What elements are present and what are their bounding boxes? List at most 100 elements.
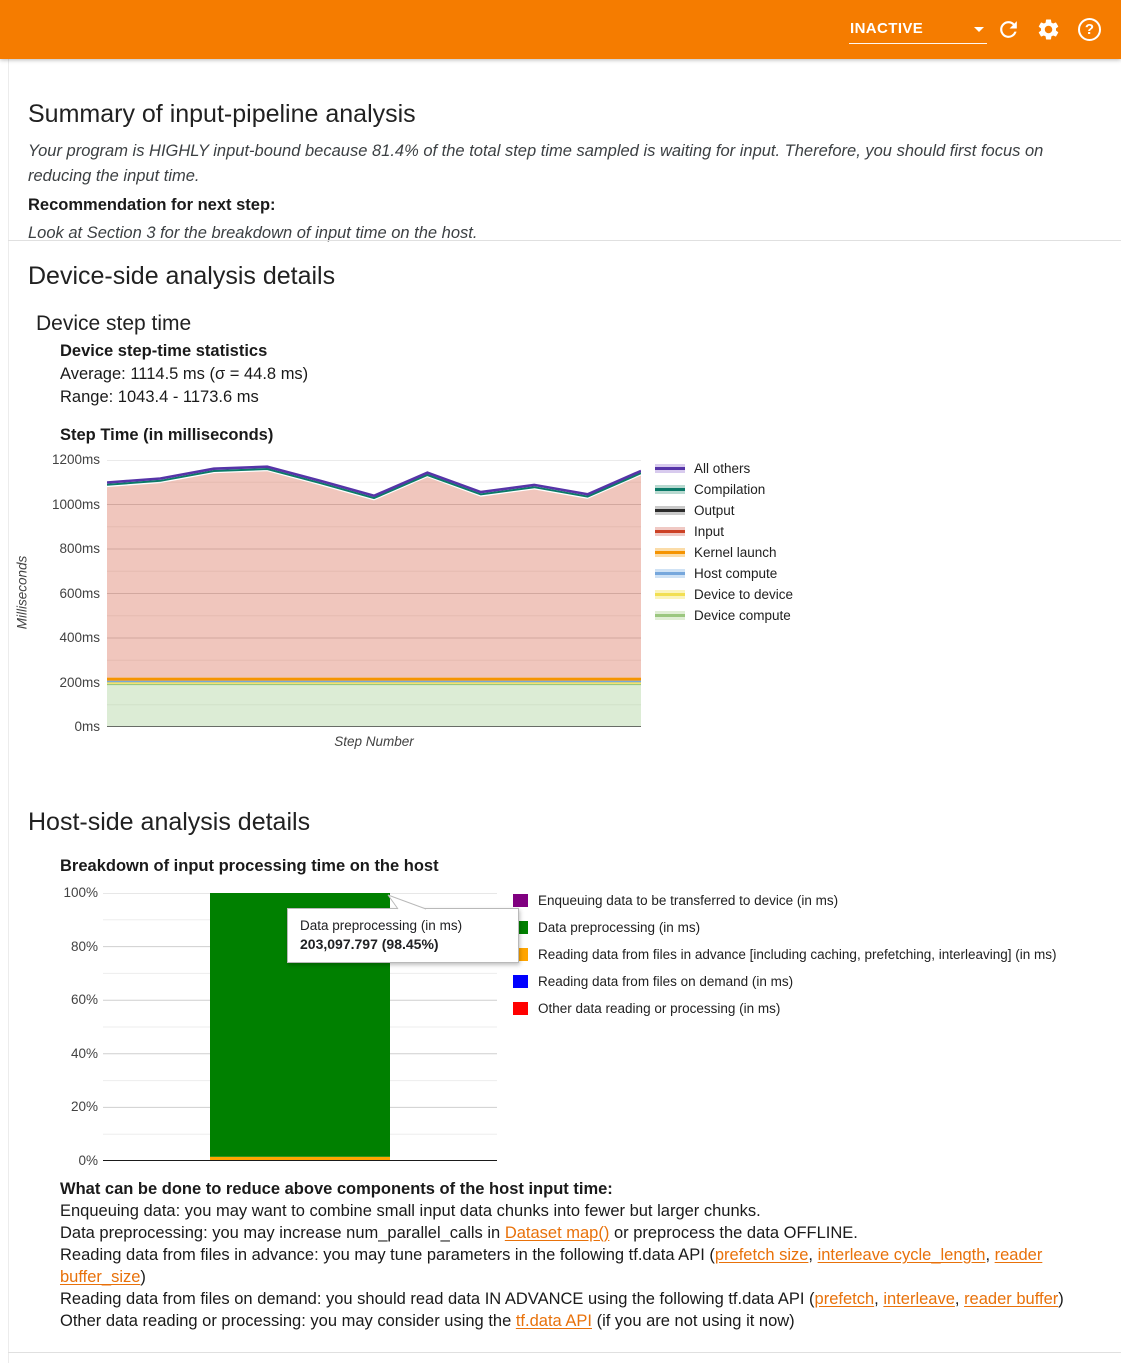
recommendation-heading: Recommendation for next step: (28, 196, 276, 214)
help-question-glyph: ? (1078, 18, 1101, 41)
legend-item: Input (655, 521, 793, 542)
host-advice-lines: Enqueuing data: you may want to combine … (60, 1200, 1074, 1332)
advice-line: Reading data from files in advance: you … (60, 1244, 1074, 1288)
legend-item: Reading data from files on demand (in ms… (513, 972, 1093, 991)
summary-title: Summary of input-pipeline analysis (28, 100, 416, 128)
legend-label: Device compute (694, 608, 791, 623)
chevron-down-icon (974, 27, 984, 32)
host-chart-yticks: 0% 20% 40% 60% 80% 100% (18, 885, 98, 1186)
legend-label: Kernel launch (694, 545, 777, 560)
link-prefetch[interactable]: prefetch (814, 1290, 875, 1308)
section-divider (8, 240, 1121, 241)
recommendation-body: Look at Section 3 for the breakdown of i… (28, 224, 478, 242)
advice-text: or preprocess the data OFFLINE. (609, 1224, 858, 1242)
legend-marker-icon (655, 590, 685, 599)
gear-icon[interactable] (1036, 17, 1061, 42)
legend-label: All others (694, 461, 751, 476)
legend-item: Reading data from files in advance [incl… (513, 945, 1093, 964)
legend-marker-icon (655, 527, 685, 536)
tooltip-callout-icon (387, 894, 427, 910)
legend-item: Kernel launch (655, 542, 793, 563)
legend-label: Compilation (694, 482, 766, 497)
toolbar: INACTIVE ? (0, 0, 1121, 59)
legend-item: Device to device (655, 584, 793, 605)
advice-line: Enqueuing data: you may want to combine … (60, 1200, 1074, 1222)
refresh-icon[interactable] (996, 17, 1021, 42)
legend-label: Other data reading or processing (in ms) (538, 1001, 781, 1016)
link-tf-data-api[interactable]: tf.data API (515, 1312, 592, 1330)
tooltip-title: Data preprocessing (in ms) (300, 918, 463, 933)
y-tick-label: 600ms (59, 585, 100, 601)
advice-text: Reading data from files on demand: you s… (60, 1290, 815, 1308)
legend-item: Device compute (655, 605, 793, 626)
legend-label: Input (694, 524, 725, 539)
legend-marker-icon (655, 611, 685, 620)
legend-item: Data preprocessing (in ms) (513, 918, 1093, 937)
legend-marker-icon (655, 506, 685, 515)
legend-marker-icon (513, 1002, 528, 1015)
legend-item: Host compute (655, 563, 793, 584)
device-chart-yticks: 0ms 200ms 400ms 600ms 800ms 1000ms 1200ms (20, 450, 100, 750)
legend-marker-icon (655, 548, 685, 557)
host-section-title: Host-side analysis details (28, 808, 311, 836)
legend-label: Data preprocessing (in ms) (538, 920, 701, 935)
legend-item: Enqueuing data to be transferred to devi… (513, 891, 1093, 910)
device-chart-xlabel: Step Number (334, 734, 414, 749)
legend-label: Reading data from files on demand (in ms… (538, 974, 794, 989)
y-tick-label: 800ms (59, 541, 100, 556)
legend-marker-icon (655, 569, 685, 578)
advice-text: , (808, 1246, 818, 1264)
link-reader-buffer-size[interactable]: reader buffer_size (60, 1246, 1043, 1286)
legend-label: Output (694, 503, 735, 518)
advice-text: ) (1058, 1290, 1064, 1308)
link-prefetch-size[interactable]: prefetch size (714, 1246, 809, 1264)
legend-marker-icon (513, 894, 528, 907)
advice-line: Other data reading or processing: you ma… (60, 1310, 1074, 1332)
y-tick-label: 20% (70, 1099, 98, 1115)
help-icon[interactable]: ? (1078, 18, 1103, 43)
advice-text: Enqueuing data: you may want to combine … (60, 1202, 761, 1220)
advice-text: , (954, 1290, 965, 1308)
legend-label: Enqueuing data to be transferred to devi… (538, 893, 839, 908)
link-reader-buffer[interactable]: reader buffer (964, 1290, 1059, 1308)
legend-marker-icon (655, 464, 685, 473)
advice-text: (if you are not using it now) (591, 1312, 795, 1330)
device-stats-average: Average: 1114.5 ms (σ = 44.8 ms) (60, 365, 309, 383)
advice-line: Data preprocessing: you may increase num… (60, 1222, 1074, 1244)
host-advice-heading: What can be done to reduce above compone… (60, 1180, 613, 1198)
chart-tooltip: Data preprocessing (in ms) 203,097.797 (… (287, 908, 519, 963)
legend-label: Reading data from files in advance [incl… (538, 947, 1057, 962)
legend-item: Compilation (655, 479, 793, 500)
y-tick-label: 200ms (59, 674, 100, 690)
y-tick-label: 0ms (74, 719, 100, 734)
summary-body: Your program is HIGHLY input-bound becau… (28, 142, 1044, 185)
host-chart-heading: Breakdown of input processing time on th… (60, 857, 439, 875)
advice-text: Data preprocessing: you may increase num… (60, 1224, 505, 1242)
device-stats-range: Range: 1043.4 - 1173.6 ms (60, 388, 259, 406)
device-stats-heading: Device step-time statistics (60, 342, 268, 360)
device-chart-heading: Step Time (in milliseconds) (60, 426, 274, 444)
capture-status-value: INACTIVE (850, 20, 924, 37)
host-chart-legend: Enqueuing data to be transferred to devi… (513, 891, 1093, 1026)
advice-line: Reading data from files on demand: you s… (60, 1288, 1074, 1310)
content-left-border (8, 59, 9, 1363)
advice-text: Other data reading or processing: you ma… (60, 1312, 516, 1330)
host-breakdown-chart: 0% 20% 40% 60% 80% 100% Enqueuing data to be … (0, 885, 1121, 1186)
link-interleave-cycle-length[interactable]: interleave cycle_length (817, 1246, 986, 1264)
y-tick-label: 1200ms (51, 452, 100, 467)
advice-text: , (874, 1290, 884, 1308)
device-step-time-chart: Milliseconds 0ms 200ms 400ms 600ms 800ms 1000… (0, 450, 1121, 755)
legend-marker-icon (655, 485, 685, 494)
tooltip-value: 203,097.797 (98.45%) (300, 936, 439, 952)
y-tick-label: 1000ms (51, 496, 100, 512)
link-dataset-map[interactable]: Dataset map() (504, 1224, 610, 1242)
legend-marker-icon (513, 975, 528, 988)
legend-label: Device to device (694, 587, 794, 602)
legend-item: Output (655, 500, 793, 521)
advice-text: , (985, 1246, 995, 1264)
y-tick-label: 100% (63, 885, 98, 900)
capture-status-select[interactable]: INACTIVE (849, 16, 987, 44)
legend-item: Other data reading or processing (in ms) (513, 999, 1093, 1018)
device-step-time-subtitle: Device step time (36, 312, 192, 335)
link-interleave[interactable]: interleave (883, 1290, 955, 1308)
